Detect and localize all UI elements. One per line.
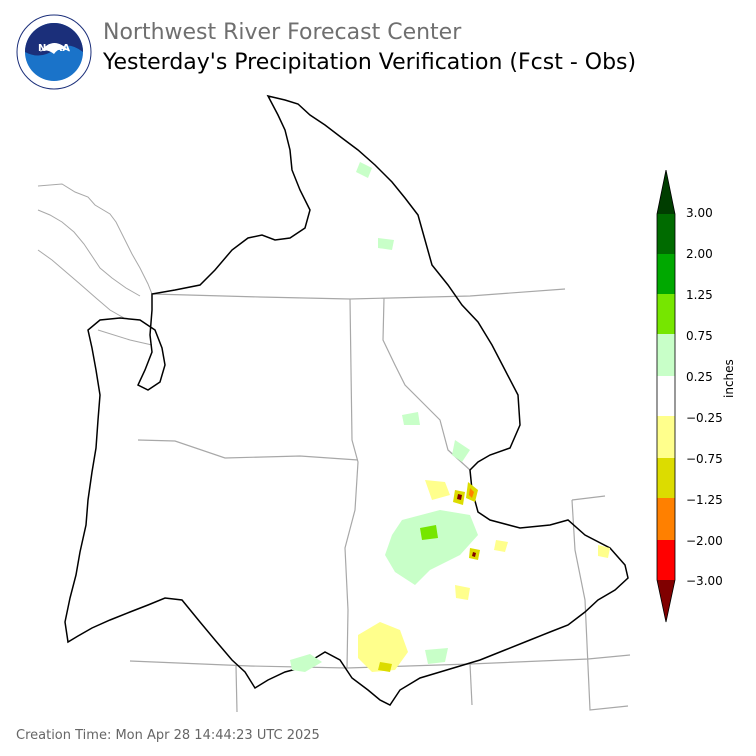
logo-text: NOAA — [38, 43, 70, 54]
colorbar-band — [657, 376, 675, 416]
colorbar — [656, 170, 676, 623]
colorbar-tick-label: −0.75 — [686, 452, 723, 466]
noaa-logo: NOAA — [16, 14, 92, 90]
colorbar-tick-label: 1.25 — [686, 288, 713, 302]
colorbar-band — [657, 294, 675, 334]
colorbar-tick-label: −3.00 — [686, 574, 723, 588]
colorbar-band — [657, 416, 675, 458]
basin-boundary — [64, 94, 629, 706]
colorbar-unit-label: inches — [722, 359, 736, 398]
colorbar-tick-label: 0.75 — [686, 329, 713, 343]
colorbar-tick-label: −2.00 — [686, 534, 723, 548]
colorbar-tick-label: 3.00 — [686, 206, 713, 220]
creation-time: Creation Time: Mon Apr 28 14:44:23 UTC 2… — [16, 728, 320, 743]
colorbar-tick-label: 0.25 — [686, 370, 713, 384]
moderate-over-forecast — [420, 525, 438, 540]
under-forecast-areas — [358, 480, 610, 672]
strong-under-forecast — [378, 482, 480, 672]
page-subtitle: Yesterday's Precipitation Verification (… — [103, 50, 637, 75]
colorbar-top-arrow — [657, 170, 675, 214]
colorbar-band — [657, 214, 675, 254]
colorbar-band — [657, 498, 675, 540]
over-forecast-areas — [290, 162, 478, 672]
colorbar-tick-label: −0.25 — [686, 411, 723, 425]
colorbar-band — [657, 334, 675, 376]
colorbar-bottom-arrow — [657, 580, 675, 622]
coastline-gray — [37, 183, 153, 346]
colorbar-band — [657, 540, 675, 580]
state-boundaries — [129, 288, 631, 713]
colorbar-tick-label: 2.00 — [686, 247, 713, 261]
colorbar-band — [657, 458, 675, 498]
page-title: Northwest River Forecast Center — [103, 20, 462, 45]
colorbar-tick-label: −1.25 — [686, 493, 723, 507]
colorbar-band — [657, 254, 675, 294]
